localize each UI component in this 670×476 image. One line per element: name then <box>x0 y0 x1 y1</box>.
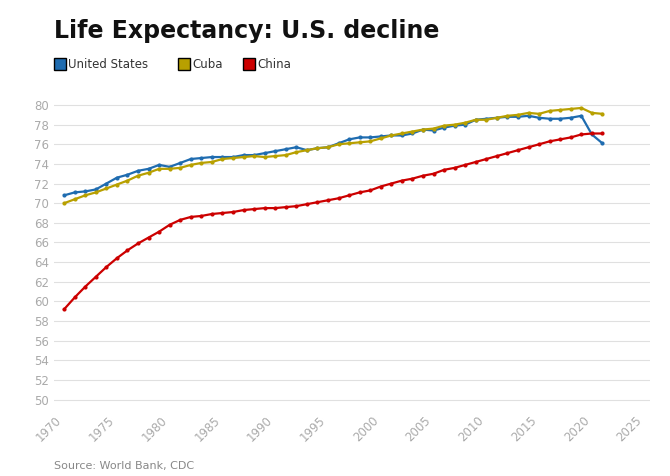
Line: China: China <box>62 131 604 311</box>
China <box>598 130 606 136</box>
Line: United States: United States <box>62 114 604 198</box>
Cuba <box>103 186 111 191</box>
United States <box>250 152 258 158</box>
Cuba <box>578 105 586 111</box>
Cuba <box>387 133 395 139</box>
Text: Life Expectancy: U.S. decline: Life Expectancy: U.S. decline <box>54 19 439 43</box>
United States <box>567 115 575 120</box>
China <box>314 199 322 205</box>
United States <box>525 113 533 119</box>
China <box>556 137 564 142</box>
Cuba <box>250 153 258 159</box>
China <box>250 206 258 212</box>
Cuba <box>556 107 564 113</box>
China <box>409 176 417 181</box>
United States <box>314 145 322 151</box>
China <box>103 264 111 270</box>
United States <box>598 140 606 146</box>
Cuba <box>598 111 606 117</box>
Cuba <box>409 129 417 134</box>
Text: China: China <box>257 58 291 71</box>
Text: Source: World Bank, CDC: Source: World Bank, CDC <box>54 461 194 471</box>
United States <box>103 181 111 187</box>
Cuba <box>60 200 68 206</box>
Line: Cuba: Cuba <box>62 106 604 205</box>
Text: Cuba: Cuba <box>192 58 223 71</box>
Cuba <box>314 145 322 151</box>
United States <box>409 130 417 136</box>
United States <box>60 192 68 198</box>
China <box>60 307 68 312</box>
United States <box>387 133 395 139</box>
Text: United States: United States <box>68 58 149 71</box>
China <box>588 130 596 136</box>
China <box>387 181 395 187</box>
